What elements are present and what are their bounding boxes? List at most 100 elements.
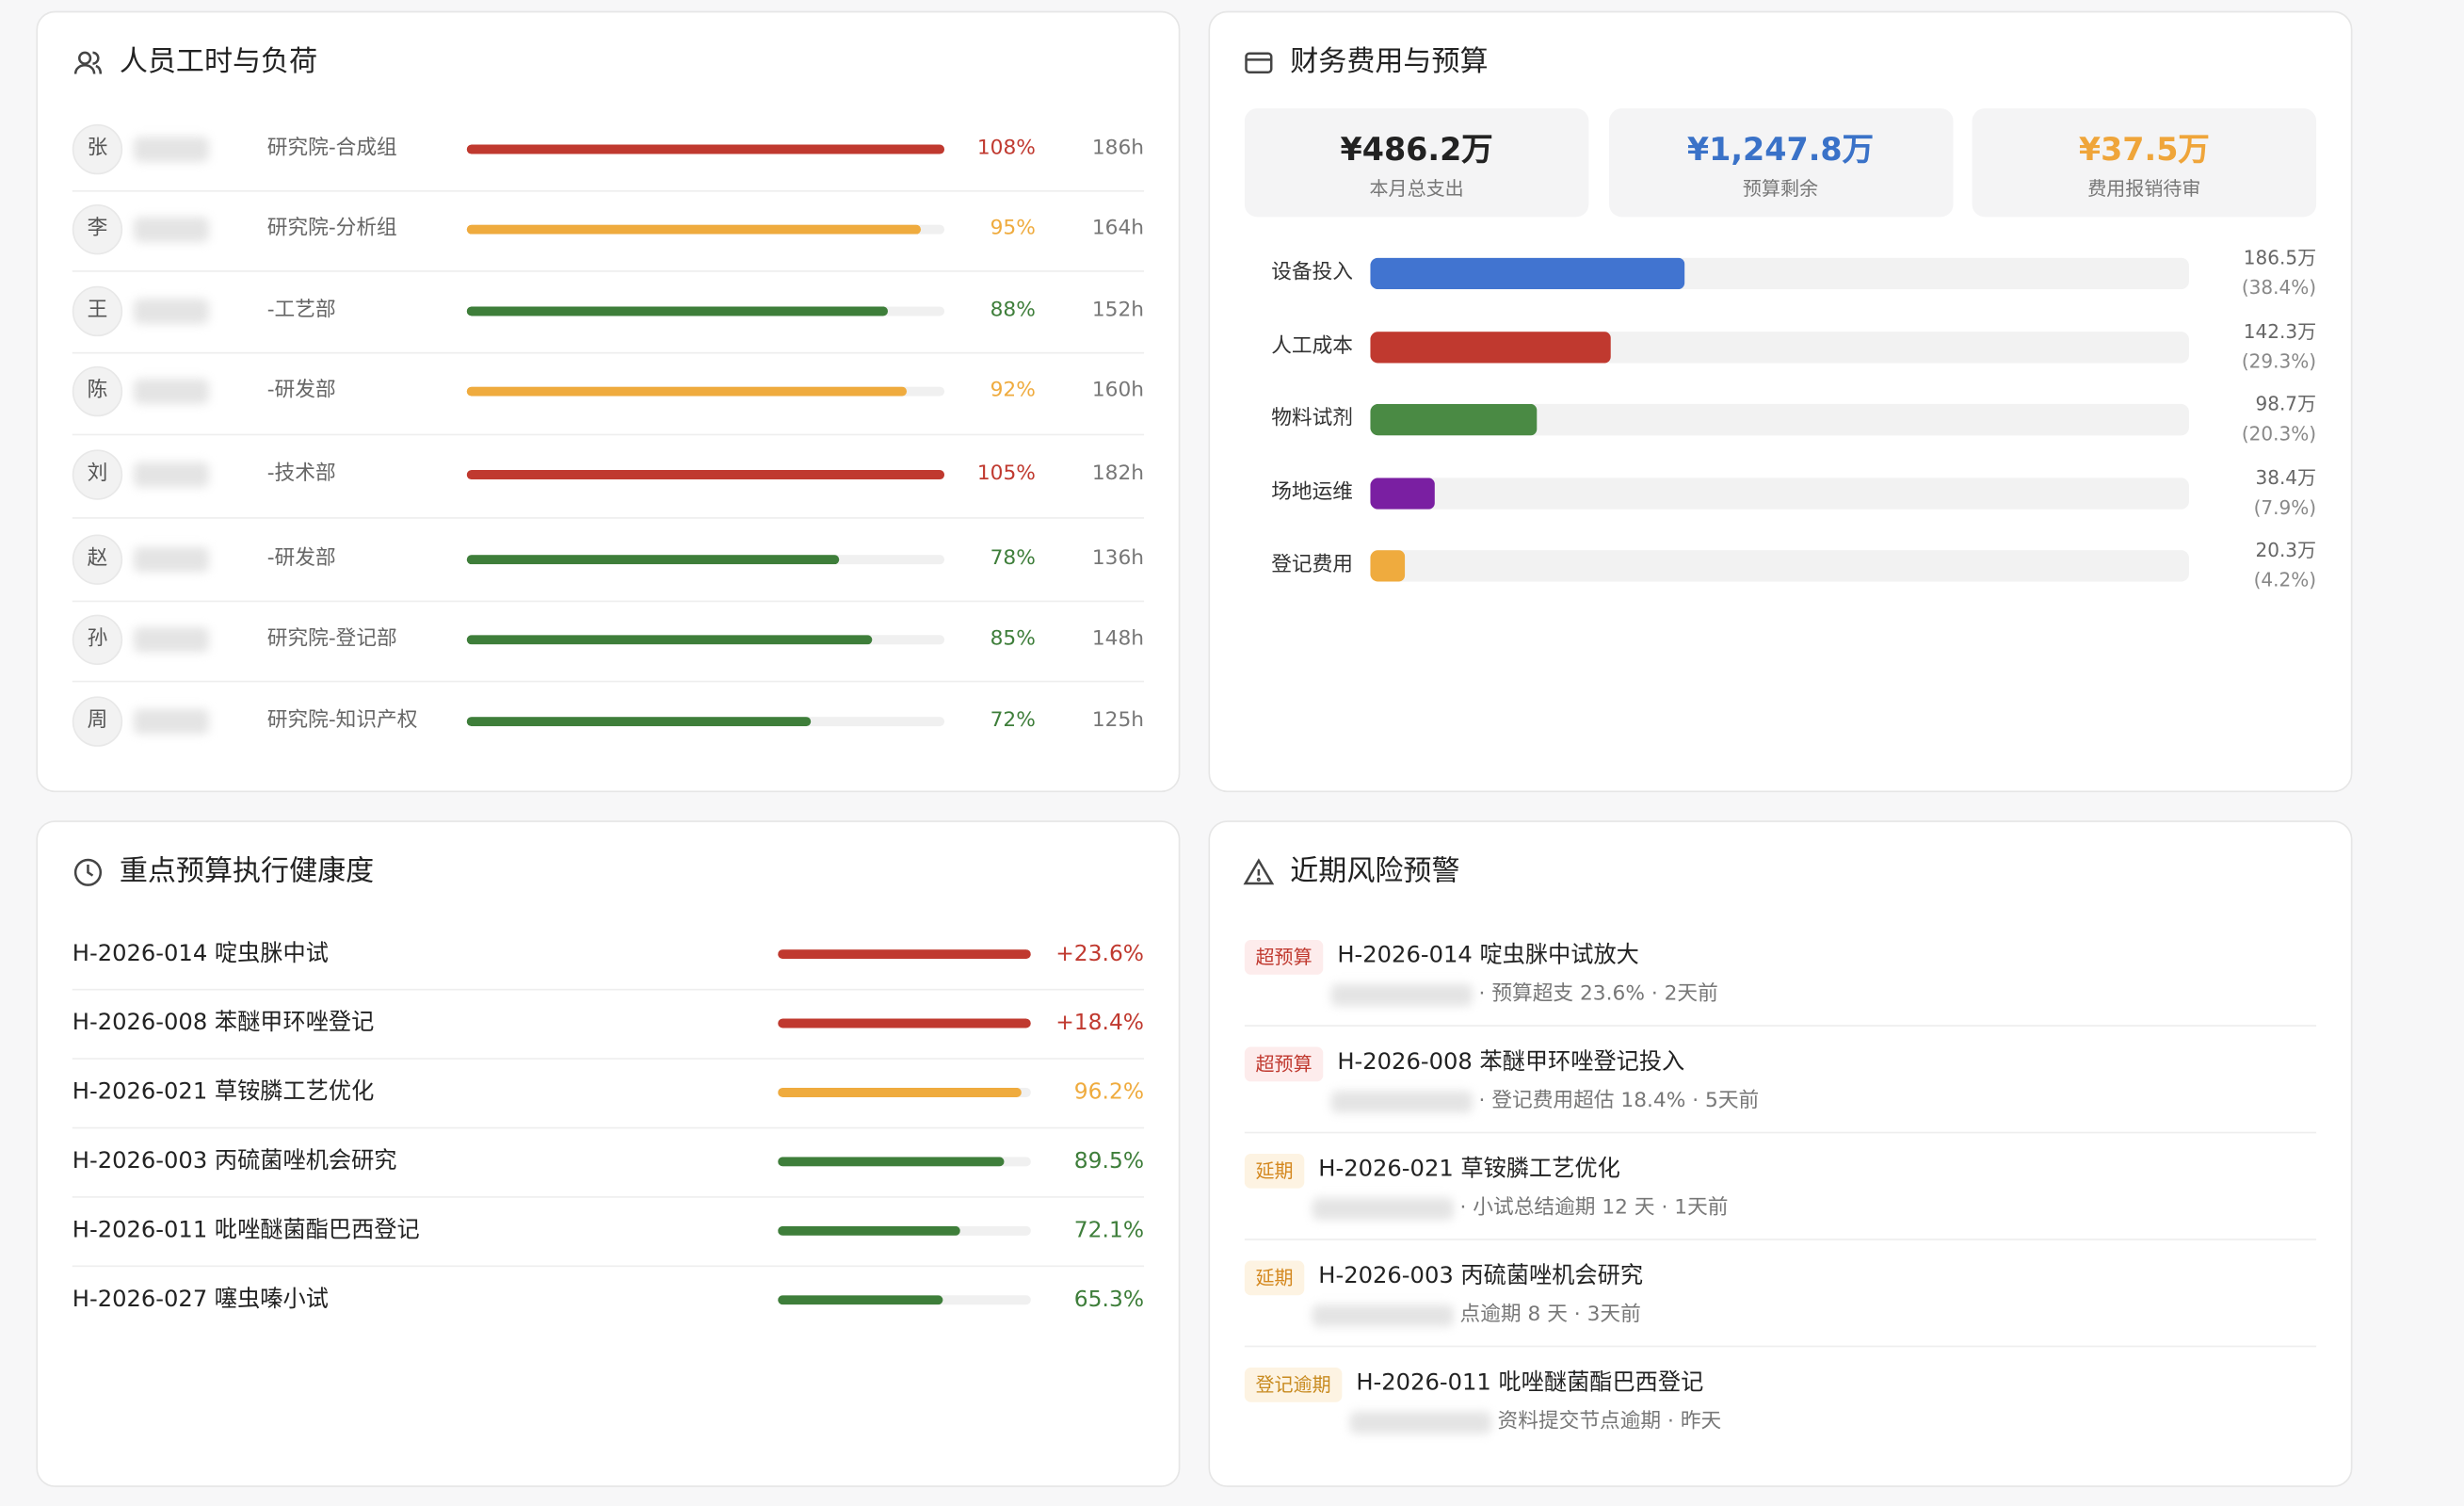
- icon: [72, 47, 104, 78]
- rate-label: 96.2%: [1073, 1079, 1145, 1106]
- rate-bar: [778, 1225, 960, 1236]
- avatar: 刘: [72, 449, 123, 500]
- card: [36, 10, 1181, 793]
- row-divider: [1244, 1025, 2317, 1027]
- owner-redacted: [1330, 1091, 1473, 1113]
- rate-bar: [778, 1087, 1022, 1097]
- load-track: [466, 555, 945, 565]
- load-track: [466, 635, 945, 645]
- name-redacted: [133, 546, 209, 573]
- icon: [72, 857, 104, 888]
- name-redacted: [133, 708, 209, 735]
- name-redacted: [133, 299, 209, 324]
- load-bar: [466, 386, 907, 397]
- icon-glyph: [73, 858, 103, 886]
- department: 研究院-登记部: [266, 626, 397, 651]
- load-track: [466, 306, 945, 316]
- name-redacted: [133, 217, 209, 243]
- cost-label: 设备投入: [1271, 261, 1354, 285]
- cost-amount: 186.5万: [2243, 247, 2317, 269]
- risk-detail: · 预算超支 23.6% · 2天前: [1478, 982, 1718, 1007]
- risk-detail: 点逾期 8 天 · 3天前: [1459, 1303, 1641, 1327]
- rate-track: [778, 1087, 1031, 1097]
- risk-tag: 超预算: [1244, 940, 1324, 975]
- cost-track: [1370, 477, 2189, 509]
- kpi-box: [1608, 108, 1953, 218]
- rate-label: +18.4%: [1055, 1011, 1145, 1036]
- kpi-label: 本月总支出: [1369, 177, 1464, 200]
- cost-label: 人工成本: [1271, 333, 1354, 358]
- department: -技术部: [266, 462, 336, 486]
- load-percent: 108%: [976, 137, 1036, 161]
- load-bar: [466, 144, 945, 154]
- load-bar: [466, 224, 921, 235]
- cost-label: 场地运维: [1271, 479, 1354, 504]
- load-percent: 105%: [976, 462, 1036, 486]
- rate-track: [778, 1225, 1031, 1236]
- row-divider: [72, 189, 1145, 191]
- hours: 152h: [1091, 299, 1145, 323]
- cost-share: (20.3%): [2241, 422, 2317, 445]
- icon-glyph: [73, 51, 103, 74]
- owner-redacted: [1349, 1411, 1491, 1434]
- row-divider: [72, 1265, 1145, 1268]
- project-name: H-2026-014 啶虫脒中试: [72, 941, 329, 967]
- cost-amount: 38.4万: [2255, 465, 2317, 489]
- kpi-value: ¥486.2万: [1340, 130, 1493, 169]
- rate-track: [778, 949, 1031, 960]
- kpi-value: ¥1,247.8万: [1686, 130, 1875, 169]
- department: 研究院-合成组: [266, 137, 397, 161]
- risk-tag: 延期: [1244, 1154, 1305, 1189]
- cost-share: (7.9%): [2253, 495, 2317, 518]
- load-percent: 88%: [990, 299, 1036, 323]
- row-divider: [1244, 1345, 2317, 1348]
- avatar: 周: [72, 696, 123, 747]
- cost-share: (38.4%): [2241, 276, 2317, 300]
- row-divider: [72, 517, 1145, 519]
- project-name: H-2026-008 苯醚甲环唑登记: [72, 1011, 375, 1036]
- load-percent: 85%: [990, 626, 1036, 651]
- avatar: 赵: [72, 534, 123, 585]
- department: -研发部: [266, 546, 336, 571]
- owner-redacted: [1312, 1304, 1454, 1327]
- cost-track: [1370, 550, 2189, 582]
- cost-bar: [1370, 403, 1537, 436]
- load-track: [466, 470, 945, 480]
- risk-title: H-2026-008 苯醚甲环唑登记投入: [1337, 1049, 1685, 1076]
- cost-track: [1370, 257, 2189, 290]
- cost-bar: [1370, 257, 1685, 290]
- name-redacted: [133, 626, 209, 653]
- icon: [1243, 857, 1275, 888]
- project-name: H-2026-011 吡唑醚菌酯巴西登记: [72, 1218, 420, 1244]
- row-divider: [72, 351, 1145, 353]
- cost-bar: [1370, 550, 1405, 582]
- department: 研究院-分析组: [266, 217, 397, 241]
- cost-bar: [1370, 477, 1436, 509]
- load-bar: [466, 470, 945, 480]
- avatar: 陈: [72, 365, 123, 417]
- load-bar: [466, 717, 811, 727]
- hours: 186h: [1091, 137, 1145, 161]
- risk-tag: 延期: [1244, 1260, 1305, 1296]
- rate-label: 72.1%: [1073, 1218, 1145, 1244]
- icon: [1243, 47, 1274, 78]
- avatar: 张: [72, 123, 123, 175]
- row-divider: [72, 1126, 1145, 1129]
- risk-detail: · 小试总结逾期 12 天 · 1天前: [1459, 1196, 1729, 1221]
- card: [1208, 820, 2353, 1487]
- cost-label: 物料试剂: [1271, 407, 1354, 431]
- panel-title: 重点预算执行健康度: [119, 854, 375, 888]
- rate-label: 89.5%: [1073, 1149, 1145, 1174]
- department: -研发部: [266, 379, 336, 403]
- rate-track: [778, 1295, 1031, 1305]
- project-name: H-2026-021 草铵膦工艺优化: [72, 1079, 375, 1106]
- cost-label: 登记费用: [1271, 553, 1354, 577]
- panel-title: 财务费用与预算: [1290, 45, 1489, 79]
- risk-title: H-2026-021 草铵膦工艺优化: [1318, 1157, 1620, 1183]
- kpi-label: 费用报销待审: [2087, 177, 2201, 200]
- cost-share: (4.2%): [2253, 569, 2317, 591]
- load-bar: [466, 306, 888, 316]
- hours: 164h: [1091, 217, 1145, 241]
- cost-bar: [1370, 331, 1611, 363]
- risk-title: H-2026-014 啶虫脒中试放大: [1337, 943, 1639, 969]
